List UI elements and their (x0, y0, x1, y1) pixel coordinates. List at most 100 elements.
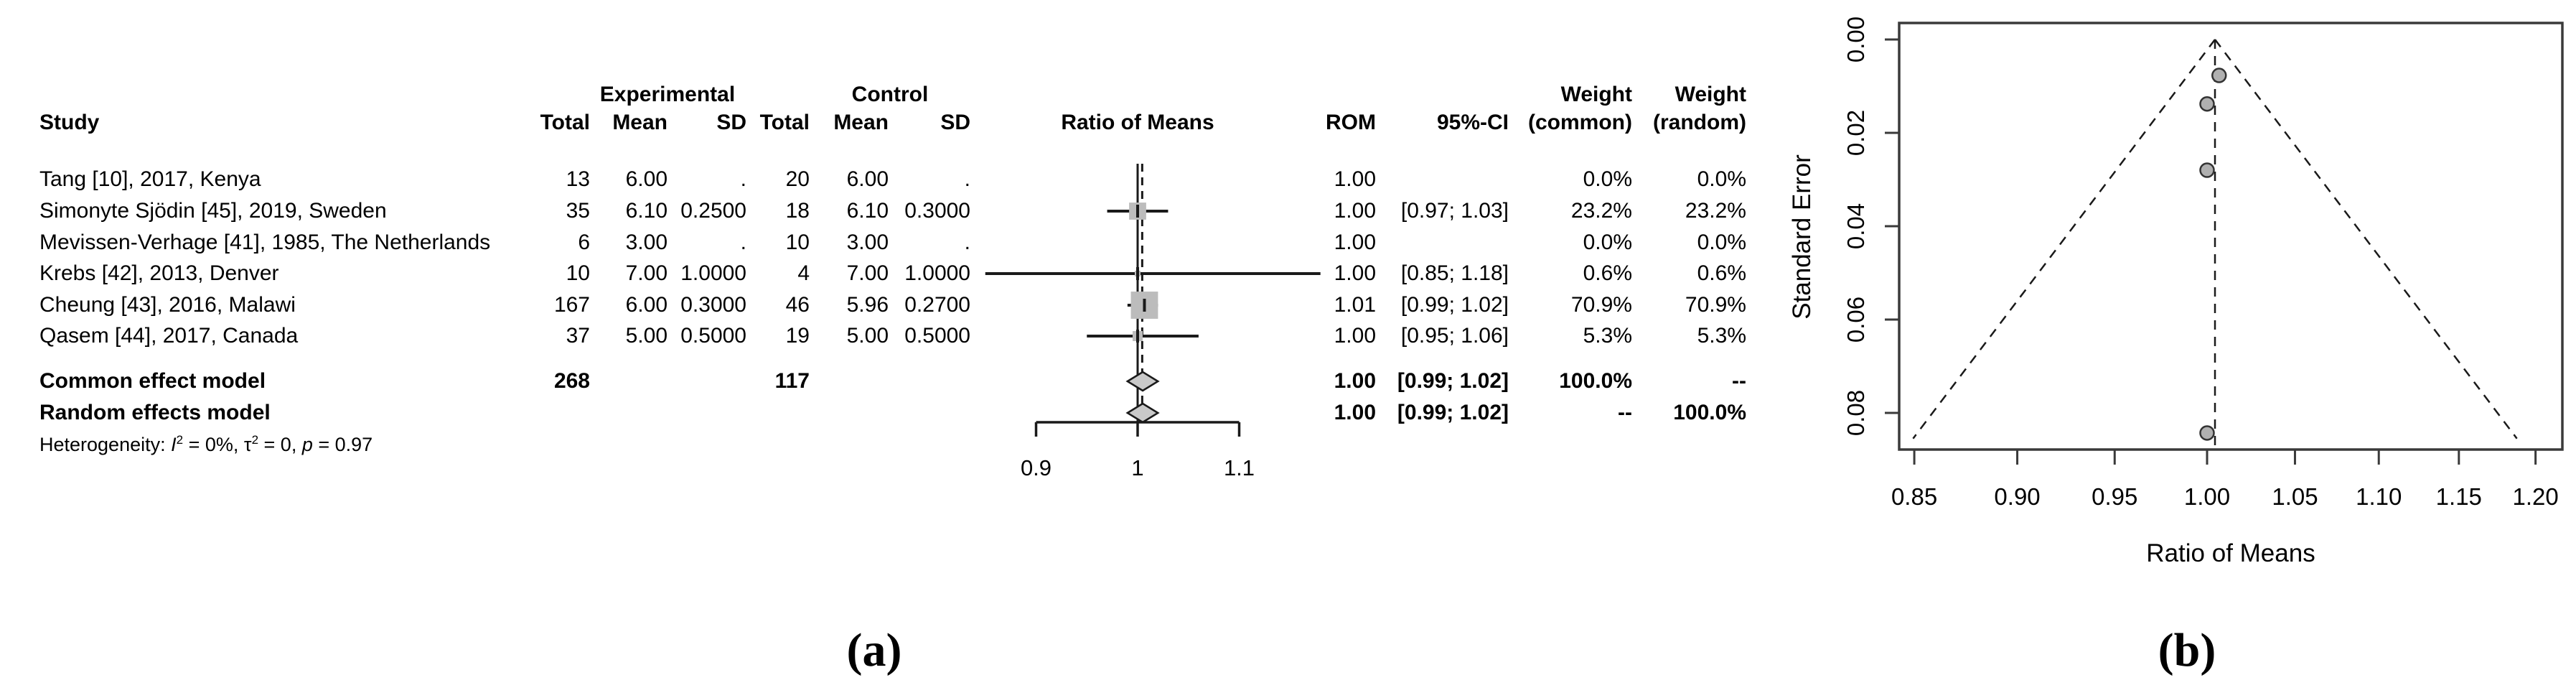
exp-total: 167 (553, 293, 590, 317)
weight-random-value: 23.2% (1685, 199, 1746, 223)
funnel-x-tick-label: 1.15 (2436, 483, 2482, 510)
ctrl-mean: 3.00 (846, 231, 889, 254)
forest-x-tick-label: 1 (1131, 455, 1143, 480)
exp-sd: 0.5000 (680, 324, 746, 348)
forest-header-groups: Experimental Control Weight Weight (0, 81, 1773, 108)
exp-total: 37 (566, 324, 590, 348)
header-control-group: Control (851, 83, 929, 106)
weight-random-value: 70.9% (1685, 293, 1746, 317)
study-row: Cheung [43], 2016, Malawi 167 6.00 0.300… (0, 292, 1773, 319)
random-weight-common: -- (1618, 401, 1632, 424)
exp-sd: 0.2500 (680, 199, 746, 223)
ctrl-mean: 7.00 (846, 261, 889, 285)
ctrl-mean: 6.00 (846, 167, 889, 191)
ctrl-total: 4 (797, 261, 810, 285)
forest-plot-svg: 0.9 1 1.1 (985, 164, 1321, 480)
header-ci: 95%-CI (1436, 111, 1509, 134)
study-name: Qasem [44], 2017, Canada (39, 324, 299, 348)
funnel-y-tick-label: 0.00 (1842, 17, 1869, 62)
funnel-plot-svg: 0.00 0.02 0.04 0.06 0.08 0.85 0.90 0.95 1.00 1.05… (1788, 17, 2564, 567)
forest-x-tick-label: 1.1 (1224, 455, 1255, 480)
ctrl-mean: 5.00 (846, 324, 889, 348)
funnel-plot-box (1898, 22, 2564, 451)
ctrl-sd: 0.3000 (904, 199, 970, 223)
study-row: Tang [10], 2017, Kenya 13 6.00 . 20 6.00… (0, 166, 1773, 193)
funnel-y-tick-label: 0.08 (1842, 390, 1869, 436)
common-effect-row: Common effect model 268 117 1.00 [0.99; … (0, 368, 1773, 395)
rom-value: 1.01 (1334, 293, 1376, 317)
weight-random-value: 0.0% (1697, 167, 1746, 191)
study-name: Simonyte Sjödin [45], 2019, Sweden (39, 199, 387, 223)
study-name: Cheung [43], 2016, Malawi (39, 293, 296, 317)
weight-common-value: 0.0% (1583, 167, 1632, 191)
weight-common-value: 0.6% (1583, 261, 1632, 285)
rom-value: 1.00 (1334, 167, 1376, 191)
funnel-x-axis-label: Ratio of Means (2146, 539, 2315, 567)
weight-common-value: 23.2% (1570, 199, 1632, 223)
funnel-x-tick-label: 0.85 (1891, 483, 1937, 510)
funnel-study-point (2199, 425, 2215, 441)
weight-common-value: 0.0% (1583, 231, 1632, 254)
common-weight-common: 100.0% (1559, 369, 1632, 393)
ctrl-mean: 6.10 (846, 199, 889, 223)
exp-mean: 6.10 (625, 199, 668, 223)
funnel-plot-panel: 0.00 0.02 0.04 0.06 0.08 0.85 0.90 0.95 1.00 1.05… (1773, 0, 2576, 698)
funnel-study-point (2199, 96, 2215, 112)
weight-common-value: 5.3% (1583, 324, 1632, 348)
exp-total: 6 (578, 231, 590, 254)
funnel-right-edge (2214, 39, 2518, 439)
ctrl-total: 46 (785, 293, 810, 317)
ci-value: [0.85; 1.18] (1400, 261, 1509, 285)
random-effects-row: Random effects model 1.00 [0.99; 1.02] -… (0, 399, 1773, 427)
common-exp-total: 268 (553, 369, 590, 393)
exp-total: 35 (566, 199, 590, 223)
weight-common-value: 70.9% (1570, 293, 1632, 317)
random-effects-diamond (1125, 402, 1160, 424)
forest-plot-panel: Experimental Control Weight Weight Study… (0, 81, 1773, 676)
funnel-x-tick-label: 1.20 (2513, 483, 2559, 510)
ctrl-sd: . (964, 231, 970, 254)
funnel-x-tick-label: 0.90 (1994, 483, 2040, 510)
funnel-x-tick-label: 1.00 (2184, 483, 2230, 510)
ctrl-sd: 1.0000 (904, 261, 970, 285)
rom-value: 1.00 (1334, 324, 1376, 348)
rom-value: 1.00 (1334, 231, 1376, 254)
rom-value: 1.00 (1334, 199, 1376, 223)
exp-total: 13 (566, 167, 590, 191)
exp-sd: 0.3000 (680, 293, 746, 317)
study-row: Krebs [42], 2013, Denver 10 7.00 1.0000 … (0, 260, 1773, 287)
ctrl-total: 10 (785, 231, 810, 254)
funnel-y-tick-label: 0.06 (1842, 297, 1869, 343)
ctrl-sd: . (964, 167, 970, 191)
heterogeneity-text: Heterogeneity: I2 = 0%, τ2 = 0, p = 0.97 (39, 433, 373, 455)
ctrl-total: 19 (785, 324, 810, 348)
header-exp-mean: Mean (612, 111, 668, 134)
header-exp-sd: SD (716, 111, 746, 134)
study-row: Qasem [44], 2017, Canada 37 5.00 0.5000 … (0, 322, 1773, 350)
random-weight-random: 100.0% (1673, 401, 1746, 424)
heterogeneity-note: Heterogeneity: I2 = 0%, τ2 = 0, p = 0.97 (0, 428, 1773, 455)
funnel-study-point (2211, 68, 2227, 83)
panel-a-caption: (a) (846, 624, 902, 676)
forest-x-tick-label: 0.9 (1021, 455, 1052, 480)
exp-mean: 6.00 (625, 167, 668, 191)
header-study: Study (39, 111, 100, 134)
header-weight-common-sub: (common) (1528, 111, 1632, 134)
funnel-study-point (2199, 162, 2215, 178)
common-weight-random: -- (1732, 369, 1746, 393)
header-ctrl-sd: SD (940, 111, 970, 134)
weight-random-value: 0.0% (1697, 231, 1746, 254)
exp-mean: 6.00 (625, 293, 668, 317)
rom-value: 1.00 (1334, 261, 1376, 285)
ctrl-total: 20 (785, 167, 810, 191)
common-rom: 1.00 (1334, 369, 1376, 393)
exp-total: 10 (566, 261, 590, 285)
header-rom: ROM (1326, 111, 1376, 134)
header-exp-total: Total (540, 111, 590, 134)
study-row: Mevissen-Verhage [41], 1985, The Netherl… (0, 229, 1773, 256)
common-effect-diamond (1125, 371, 1160, 392)
ctrl-sd: 0.2700 (904, 293, 970, 317)
header-experimental-group: Experimental (599, 83, 736, 106)
common-ci: [0.99; 1.02] (1397, 369, 1509, 393)
exp-sd: . (740, 167, 746, 191)
